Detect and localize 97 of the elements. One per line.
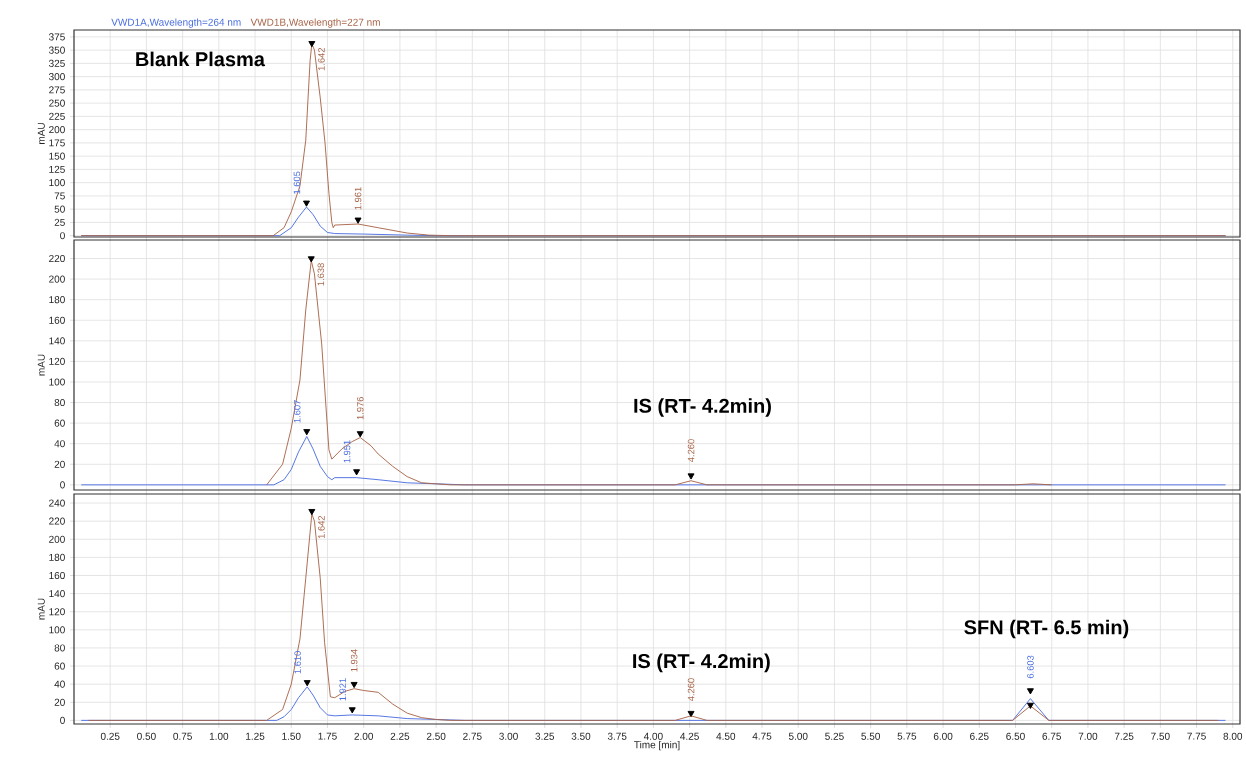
annotation: 1.961 [354,187,362,210]
y-tick-label: 80 [54,644,65,652]
y-tick-label: 80 [54,399,65,407]
x-tick-label: 3.00 [499,732,518,740]
annotation: 1.934 [350,649,358,672]
y-tick-label: 100 [49,626,65,634]
y-tick-label: 160 [49,571,65,580]
x-tick-label: 3.25 [535,732,555,740]
y-tick-label: 375 [48,33,65,41]
y-tick-label: 40 [54,440,65,448]
annotation: SFN (RT- 6.5 min) [964,619,1129,639]
y-tick-label: 140 [49,590,65,598]
y-tick-label: 200 [49,126,65,134]
y-tick-label: 20 [54,698,65,706]
x-tick-label: 7.25 [1114,732,1134,740]
x-tick-label: 8.00 [1223,732,1243,740]
y-axis-title: mAU [37,598,45,620]
annotation: 1.607 [293,400,301,423]
y-tick-label: 160 [49,316,65,324]
text: VWD1B,Wavelength=227 nm [250,18,380,28]
x-tick-label: 2.25 [390,732,410,740]
y-tick-label: 0 [60,716,65,724]
annotation: 1.951 [343,440,351,463]
y-tick-label: 325 [48,59,65,67]
y-tick-label: 220 [49,254,65,263]
x-tick-label: 0.50 [137,732,156,740]
x-tick-label: 1.75 [318,732,337,740]
y-tick-label: 180 [49,296,65,304]
y-tick-label: 300 [48,73,65,81]
x-tick-label: 2.75 [463,732,482,740]
y-tick-label: 240 [49,499,65,507]
x-tick-label: 2.00 [354,732,374,740]
y-tick-label: 120 [49,357,65,365]
text: VWD1A,Wavelength=264 nm [111,18,241,28]
y-tick-label: 120 [49,608,65,616]
annotation: 1.638 [317,263,325,286]
annotation: IS (RT- 4.2min) [634,398,771,417]
y-tick-label: 125 [49,165,65,173]
x-tick-label: 5.75 [897,732,917,740]
y-tick-label: 75 [54,192,65,200]
annotation: 6.603 [1027,655,1034,679]
annotation: 1.642 [318,47,325,71]
annotation: 4.260 [687,439,695,462]
y-tick-label: 350 [48,46,65,54]
x-tick-label: 4.25 [680,732,699,740]
y-axis-title: mAU [37,354,45,376]
x-tick-label: 6.25 [970,732,989,740]
y-tick-label: 140 [49,337,65,345]
annotation: 1.921 [339,678,346,701]
x-tick-label: 7.50 [1151,732,1170,740]
y-tick-label: 220 [49,517,65,525]
y-tick-label: 200 [49,275,65,283]
y-tick-label: 275 [49,86,65,94]
y-tick-label: 225 [49,112,65,120]
x-tick-label: 4.00 [643,732,663,740]
x-tick-label: 7.75 [1187,732,1206,740]
x-tick-label: 5.50 [861,732,880,740]
x-tick-label: 6.50 [1006,732,1025,740]
y-tick-label: 50 [54,205,65,213]
y-tick-label: 20 [54,460,65,468]
x-tick-label: 3.50 [571,732,591,740]
x-tick-label: 7.00 [1078,732,1098,740]
annotation: 1.642 [318,515,325,539]
y-tick-label: 180 [49,553,65,561]
x-tick-label: 2.50 [426,732,446,740]
x-axis-title: Time [min] [634,740,680,751]
annotation: 1.976 [356,397,364,420]
annotation: 4.260 [687,678,695,702]
y-tick-label: 60 [54,419,65,427]
y-tick-label: 100 [49,179,65,187]
y-tick-label: 0 [60,481,65,489]
y-axis-title: mAU [37,123,45,144]
y-tick-label: 200 [49,535,65,543]
x-tick-label: 6.00 [933,732,953,740]
x-tick-label: 0.25 [100,732,120,740]
annotation: Blank Plasma [136,51,266,67]
annotation: 1.610 [294,651,301,674]
x-tick-label: 5.25 [825,732,844,740]
y-tick-label: 175 [49,139,65,147]
x-tick-label: 4.50 [716,732,736,740]
x-tick-label: 0.75 [173,732,192,740]
x-tick-label: 1.25 [246,732,265,740]
y-tick-label: 60 [54,662,65,670]
y-tick-label: 0 [60,232,65,240]
y-tick-label: 100 [49,378,65,386]
y-tick-label: 25 [54,218,65,226]
x-tick-label: 1.50 [282,732,301,740]
x-tick-label: 6.75 [1042,732,1062,740]
y-tick-label: 150 [49,152,65,160]
x-tick-label: 4.75 [752,732,772,740]
y-tick-label: 40 [54,680,65,688]
x-tick-label: 3.75 [607,732,627,740]
x-tick-label: 1.00 [209,732,229,740]
y-tick-label: 250 [49,99,65,107]
annotation: IS (RT- 4.2min) [633,653,770,673]
annotation: 1.605 [293,171,301,194]
x-tick-label: 5.00 [788,732,808,740]
